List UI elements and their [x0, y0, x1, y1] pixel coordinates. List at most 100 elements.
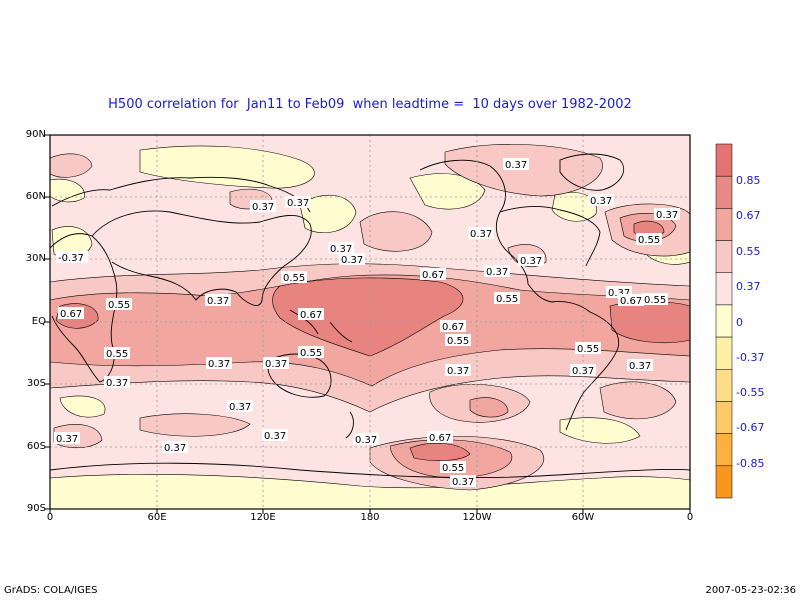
- svg-text:0.37: 0.37: [452, 477, 474, 488]
- svg-text:0.55: 0.55: [300, 348, 322, 359]
- contour-label: 0.55: [575, 342, 601, 355]
- svg-text:0.37: 0.37: [486, 267, 508, 278]
- svg-text:0.55: 0.55: [283, 273, 305, 284]
- colorbar-label: -0.37: [736, 351, 765, 364]
- svg-text:0.37: 0.37: [207, 296, 229, 307]
- svg-text:0.37: 0.37: [330, 244, 352, 255]
- colorbar-swatch: [715, 272, 733, 306]
- svg-text:0.37: 0.37: [106, 378, 128, 389]
- svg-text:0.67: 0.67: [422, 270, 444, 281]
- colorbar-label: 0.55: [736, 245, 761, 258]
- svg-text:0.67: 0.67: [300, 310, 322, 321]
- contour-label: 0.37: [570, 364, 596, 377]
- colorbar-swatch: [715, 401, 733, 434]
- svg-text:0.67: 0.67: [442, 322, 464, 333]
- lon-label-180: 180: [360, 512, 380, 523]
- svg-text:0.55: 0.55: [644, 295, 666, 306]
- coastline: [50, 462, 690, 479]
- contour-region: [409, 442, 471, 461]
- contour-label: 0.55: [642, 293, 668, 306]
- svg-text:0.67: 0.67: [60, 309, 82, 320]
- contour-label: 0.37: [227, 400, 253, 413]
- svg-text:0.55: 0.55: [638, 235, 660, 246]
- map-title: H500 correlation for Jan11 to Feb09 when…: [108, 97, 632, 112]
- svg-text:0.55: 0.55: [106, 349, 128, 360]
- svg-text:0.37: 0.37: [608, 288, 630, 299]
- colorbar-swatch: [715, 336, 733, 370]
- colorbar-swatch: [715, 304, 733, 338]
- colorbar-swatch: [715, 240, 733, 273]
- contour-label: 0.55: [636, 233, 662, 246]
- coastline: [499, 205, 601, 267]
- contour-region: [272, 277, 464, 357]
- lat-label-90s: 90S: [26, 503, 46, 514]
- contour-label: 0.37: [54, 432, 80, 445]
- svg-text:0.37: 0.37: [470, 229, 492, 240]
- axis-ticks: [45, 134, 691, 514]
- contour-label: 0.37: [518, 254, 544, 267]
- lon-label-0-east: 0: [686, 512, 694, 523]
- contour-label: 0.37: [445, 364, 471, 377]
- svg-text:0.37: 0.37: [629, 361, 651, 372]
- contour-label: 0.37: [468, 227, 494, 240]
- contour-label: 0.37: [206, 357, 232, 370]
- contour-label: 0.37: [205, 294, 231, 307]
- colorbar-label: 0: [736, 316, 743, 329]
- contour-region: [359, 211, 433, 252]
- contour-label: 0.37: [353, 433, 379, 446]
- lat-label-30n: 30N: [25, 253, 46, 264]
- contour-label: 0.67: [420, 268, 446, 281]
- colorbar-label: 0.37: [736, 280, 761, 293]
- svg-text:0.37: 0.37: [252, 202, 274, 213]
- contour-label: 0.67: [618, 294, 644, 307]
- contour-label: 0.37: [450, 475, 476, 488]
- svg-text:0.67: 0.67: [620, 296, 642, 307]
- svg-text:0.55: 0.55: [442, 463, 464, 474]
- contour-label: 0.37: [104, 376, 130, 389]
- coastline: [51, 176, 311, 213]
- colorbar: [715, 143, 733, 499]
- colorbar-swatch: [715, 143, 733, 177]
- lon-label-120w: 120W: [462, 512, 492, 523]
- lat-label-eq: EQ: [31, 316, 46, 327]
- contour-label: 0.67: [298, 308, 324, 321]
- svg-text:0.37: 0.37: [287, 198, 309, 209]
- contour-label: 0.37: [503, 158, 529, 171]
- svg-text:0.55: 0.55: [577, 344, 599, 355]
- colorbar-label: -0.67: [736, 421, 765, 434]
- svg-text:0.55: 0.55: [496, 294, 518, 305]
- contour-label: 0.37: [162, 441, 188, 454]
- contour-label: 0.55: [298, 346, 324, 359]
- colorbar-label: -0.55: [736, 386, 765, 399]
- coastline: [551, 301, 620, 431]
- svg-text:0.67: 0.67: [429, 433, 451, 444]
- coastline: [91, 210, 312, 306]
- coastline: [345, 411, 354, 439]
- contour-region: [599, 381, 677, 420]
- contour-label: -0.37: [56, 251, 88, 264]
- contour-region: [50, 153, 93, 178]
- svg-text:0.37: 0.37: [56, 434, 78, 445]
- contour-region: [444, 144, 603, 197]
- svg-text:0.37: 0.37: [572, 366, 594, 377]
- colorbar-swatch: [715, 175, 733, 209]
- lon-label-60w: 60W: [571, 512, 595, 523]
- svg-text:0.37: 0.37: [208, 359, 230, 370]
- svg-text:0.37: 0.37: [229, 402, 251, 413]
- footer-credit: GrADS: COLA/IGES: [4, 585, 98, 596]
- contour-label: 0.37: [339, 253, 365, 266]
- contour-label: 0.67: [427, 431, 453, 444]
- contour-label: 0.37: [627, 359, 653, 372]
- svg-text:0.55: 0.55: [108, 300, 130, 311]
- lat-label-60s: 60S: [26, 441, 46, 452]
- grid-lines: [50, 135, 690, 509]
- contour-region: [139, 413, 251, 437]
- colorbar-label: -0.85: [736, 457, 765, 470]
- colorbar-swatch: [715, 369, 733, 402]
- lon-label-60e: 60E: [147, 512, 167, 523]
- contour-label: 0.37: [588, 194, 614, 207]
- colorbar-label: 0.85: [736, 174, 761, 187]
- contour-label: 0.55: [106, 298, 132, 311]
- svg-text:0.37: 0.37: [265, 359, 287, 370]
- negative-region: [409, 173, 486, 210]
